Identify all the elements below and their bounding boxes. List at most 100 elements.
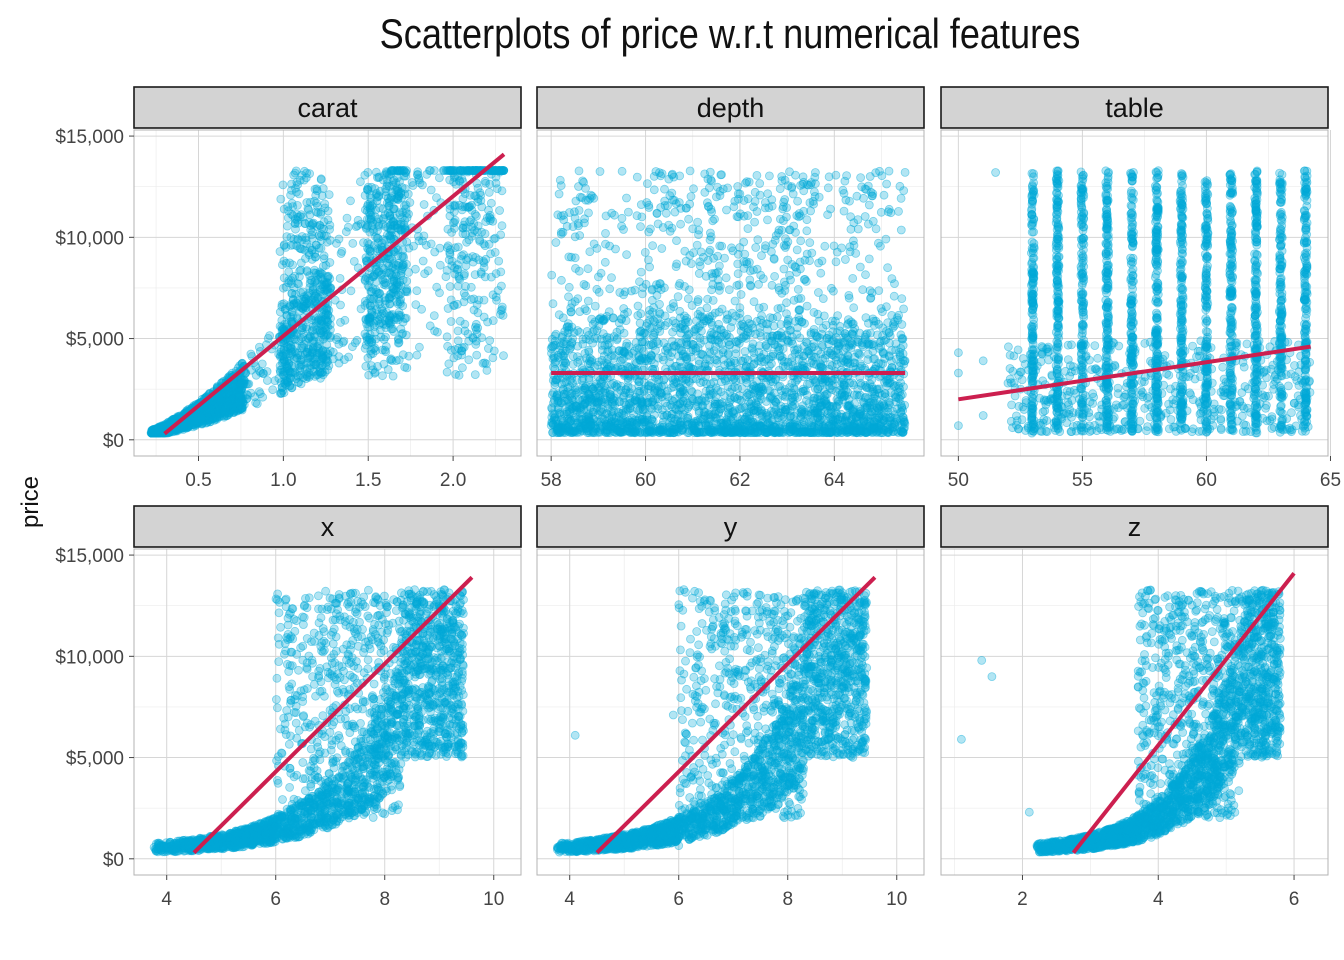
data-point xyxy=(388,284,398,294)
data-point xyxy=(285,302,295,311)
data-point xyxy=(871,224,881,234)
data-point xyxy=(717,241,727,251)
data-point xyxy=(423,266,433,276)
data-point xyxy=(237,385,247,395)
data-point xyxy=(373,233,383,243)
data-point xyxy=(242,390,251,399)
data-point xyxy=(496,306,506,316)
data-point xyxy=(644,203,654,212)
data-point xyxy=(151,427,161,437)
data-point xyxy=(314,314,324,324)
data-point xyxy=(295,175,305,185)
data-point xyxy=(386,355,396,365)
data-point xyxy=(619,304,629,313)
data-point xyxy=(442,332,452,342)
data-point xyxy=(479,295,489,305)
data-point xyxy=(793,196,802,206)
data-point xyxy=(298,294,308,304)
data-point xyxy=(686,192,696,201)
data-point xyxy=(778,204,788,214)
data-point xyxy=(382,175,392,185)
data-point xyxy=(466,295,476,304)
data-point xyxy=(392,313,402,323)
data-point xyxy=(286,367,296,377)
data-point xyxy=(763,189,773,199)
data-point xyxy=(483,344,493,353)
data-point xyxy=(325,333,335,343)
data-point xyxy=(453,242,463,252)
data-point xyxy=(770,271,779,281)
data-point xyxy=(251,398,261,408)
data-point xyxy=(320,280,330,290)
data-point xyxy=(620,287,630,297)
data-point xyxy=(459,297,469,307)
data-point xyxy=(477,202,487,212)
data-point xyxy=(767,280,777,290)
data-point xyxy=(496,281,506,291)
data-point xyxy=(395,166,405,175)
data-point xyxy=(278,180,288,190)
data-point xyxy=(780,195,790,204)
data-point xyxy=(441,272,451,282)
data-point xyxy=(365,312,375,322)
data-point xyxy=(594,272,603,282)
data-point xyxy=(279,355,289,364)
data-point xyxy=(401,313,411,323)
data-point xyxy=(422,169,432,179)
data-point xyxy=(290,271,300,281)
data-point xyxy=(294,336,304,346)
data-point xyxy=(335,273,345,283)
facet-strip-carat xyxy=(133,86,522,129)
data-point xyxy=(362,201,372,211)
data-point xyxy=(553,210,563,220)
data-point xyxy=(394,281,404,291)
data-point xyxy=(235,393,244,402)
data-point xyxy=(384,294,394,303)
data-point xyxy=(485,216,495,226)
data-point xyxy=(401,204,411,214)
data-point xyxy=(414,236,424,246)
data-point xyxy=(321,260,331,270)
data-point xyxy=(282,319,292,329)
data-point xyxy=(449,301,459,310)
data-point xyxy=(802,226,812,236)
data-point xyxy=(717,170,726,180)
data-point xyxy=(853,384,863,394)
data-point xyxy=(304,250,314,260)
data-point xyxy=(182,417,192,427)
data-point xyxy=(231,384,241,394)
data-point xyxy=(451,179,461,189)
data-point xyxy=(818,294,828,304)
data-point xyxy=(381,320,391,330)
data-point xyxy=(235,381,245,391)
data-point xyxy=(360,220,370,230)
data-point xyxy=(287,307,297,317)
data-point xyxy=(619,225,628,234)
data-point xyxy=(583,296,593,306)
data-point xyxy=(235,378,245,387)
data-point xyxy=(497,166,507,175)
data-point xyxy=(305,197,315,207)
data-point xyxy=(292,353,302,363)
data-point xyxy=(379,213,389,223)
data-point xyxy=(474,295,484,305)
data-point xyxy=(896,193,906,203)
data-point xyxy=(896,330,906,340)
data-point xyxy=(419,231,429,241)
data-point xyxy=(891,345,901,355)
data-point xyxy=(853,215,863,225)
data-point xyxy=(412,350,422,360)
data-point xyxy=(728,375,738,385)
data-point xyxy=(312,222,322,231)
data-point xyxy=(158,423,168,433)
data-point xyxy=(384,201,394,211)
data-point xyxy=(554,189,564,199)
data-point xyxy=(486,198,496,208)
data-point xyxy=(469,166,479,175)
data-point xyxy=(633,301,643,311)
data-point xyxy=(303,344,313,353)
data-point xyxy=(491,292,501,302)
data-point xyxy=(733,182,743,191)
data-point xyxy=(336,249,346,258)
data-point xyxy=(453,336,463,346)
